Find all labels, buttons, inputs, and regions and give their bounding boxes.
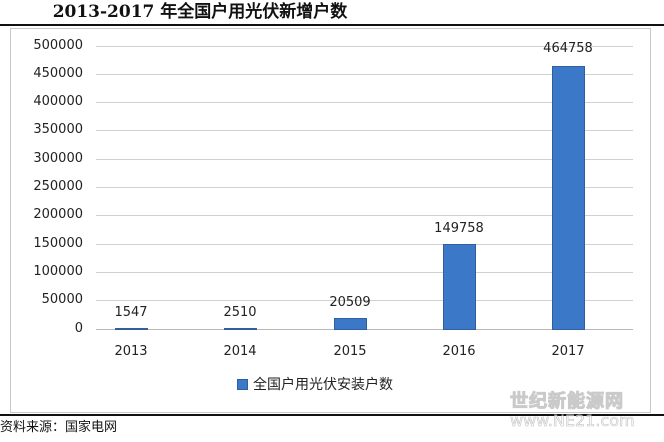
gridline (96, 300, 633, 301)
legend-label: 全国户用光伏安装户数 (253, 377, 393, 393)
gridline (96, 130, 633, 131)
bar-2016 (443, 244, 476, 330)
y-tick: 150000 (33, 236, 83, 251)
data-label-2014: 2510 (223, 305, 257, 320)
title-divider (0, 24, 664, 26)
data-label-2016: 149758 (434, 221, 484, 236)
gridline (96, 102, 633, 103)
gridline (96, 46, 633, 47)
chart-title: 2013-2017 年全国户用光伏新增户数 (52, 2, 348, 22)
gridline (96, 215, 633, 216)
source-note: 资料来源：国家电网 (0, 420, 118, 435)
footer-divider (0, 414, 664, 416)
y-tick: 300000 (33, 151, 83, 166)
watermark-line2: www.NE21.com (510, 411, 635, 430)
x-label-2014: 2014 (223, 344, 257, 359)
chart-area: 500000 450000 400000 350000 300000 25000… (10, 28, 651, 413)
x-label-2015: 2015 (333, 344, 367, 359)
chart-legend: 全国户用光伏安装户数 (237, 374, 393, 394)
y-tick: 50000 (41, 292, 83, 307)
bar-2014 (224, 328, 257, 330)
gridline (96, 159, 633, 160)
y-tick: 450000 (33, 66, 83, 81)
x-label-2017: 2017 (551, 344, 585, 359)
data-label-2013: 1547 (114, 305, 148, 320)
x-label-2016: 2016 (442, 344, 476, 359)
bar-2017 (552, 66, 585, 330)
y-tick: 350000 (33, 122, 83, 137)
watermark-line1: 世纪新能源网 (510, 391, 624, 412)
y-tick: 250000 (33, 179, 83, 194)
y-tick: 100000 (33, 264, 83, 279)
data-label-2017: 464758 (543, 41, 593, 56)
bar-2013 (115, 328, 148, 330)
data-label-2015: 20509 (329, 295, 371, 310)
y-tick: 500000 (33, 38, 83, 53)
y-tick: 0 (74, 321, 83, 336)
gridline (96, 187, 633, 188)
y-tick: 400000 (33, 94, 83, 109)
gridline (96, 244, 633, 245)
y-tick: 200000 (33, 207, 83, 222)
gridline (96, 272, 633, 273)
watermark: 世纪新能源网 www.NE21.com (510, 391, 664, 442)
bar-2015 (334, 318, 367, 330)
legend-swatch-icon (237, 378, 248, 390)
x-label-2013: 2013 (114, 344, 148, 359)
gridline (96, 74, 633, 75)
